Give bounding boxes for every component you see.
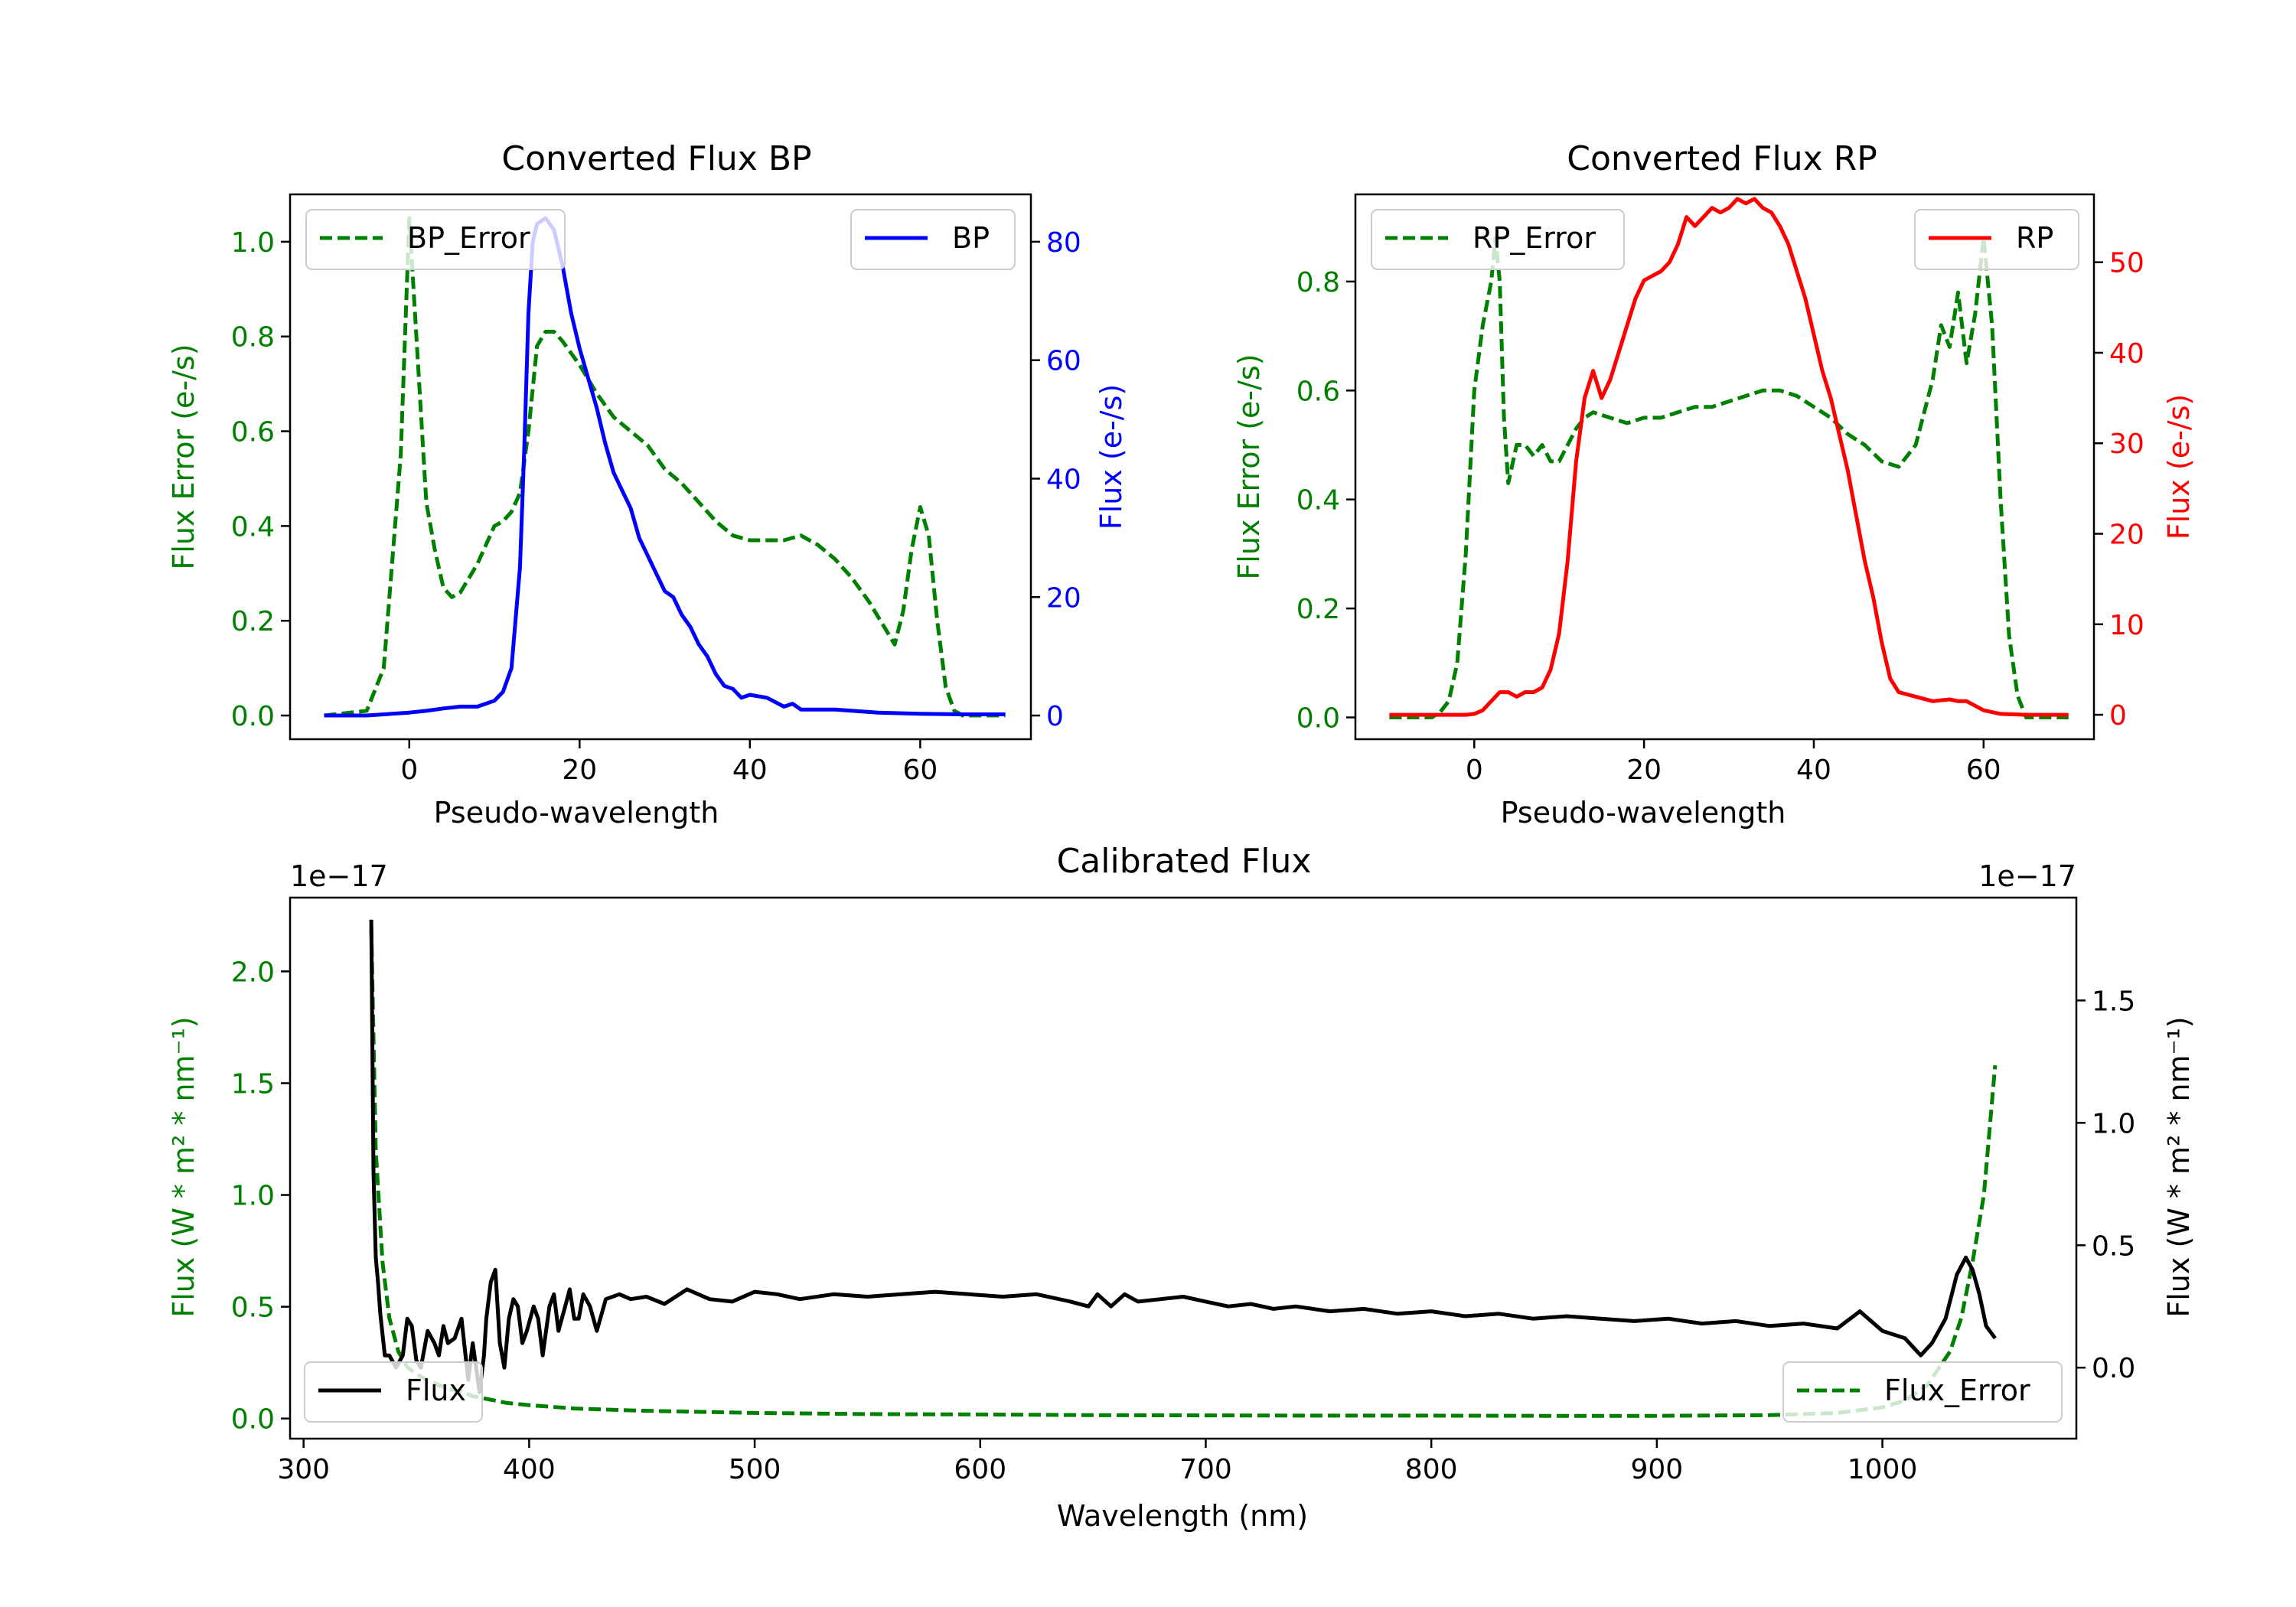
bp-series-bp-error — [324, 216, 1006, 718]
rp-series-rp — [1389, 197, 2069, 717]
rp-ylabel-left: Flux Error (e-/s) — [1232, 354, 1266, 579]
bp-y2tick-label-3: 60 — [1046, 346, 1081, 377]
rp-legend-error-label: RP_Error — [1473, 221, 1596, 255]
rp-legend-flux-label: RP — [2016, 221, 2053, 255]
rp-ytick-label-2: 0.4 — [1296, 485, 1340, 517]
cal-legend-flux-label: Flux — [406, 1374, 466, 1407]
bp-y2tick-label-0: 0 — [1046, 701, 1064, 732]
cal-xtick-label-3: 600 — [954, 1454, 1006, 1485]
cal-xtick-label-7: 1000 — [1848, 1454, 1918, 1485]
cal-y2tick-label-2: 1.0 — [2092, 1108, 2135, 1139]
bp-ylabel-right: Flux (e-/s) — [1094, 384, 1128, 530]
cal-xtick-label-2: 500 — [729, 1454, 781, 1485]
rp-title: Converted Flux RP — [1567, 139, 1877, 178]
cal-y2tick-label-0: 0.0 — [2092, 1353, 2135, 1384]
panel-cal: Calibrated Flux Wavelength (nm) Flux (W … — [167, 842, 2196, 1533]
rp-ytick-label-1: 0.2 — [1296, 594, 1340, 625]
cal-ytick-label-4: 2.0 — [231, 957, 275, 988]
cal-xtick-label-6: 900 — [1631, 1454, 1684, 1485]
rp-y2tick-label-1: 10 — [2109, 610, 2144, 641]
bp-ytick-label-2: 0.4 — [231, 511, 275, 543]
panel-bp: Converted Flux BP Pseudo-wavelength Flux… — [167, 139, 1128, 830]
cal-legend-left: Flux — [304, 1361, 483, 1423]
rp-xtick-label-3: 60 — [1966, 755, 2001, 786]
cal-xtick-label-4: 700 — [1179, 1454, 1232, 1485]
cal-legend-right: Flux_Error — [1782, 1361, 2063, 1423]
cal-xtick-label-1: 400 — [503, 1454, 556, 1485]
rp-xtick-label-0: 0 — [1466, 755, 1483, 786]
cal-offset-right: 1e−17 — [1978, 859, 2076, 893]
bp-ytick-label-3: 0.6 — [231, 417, 275, 448]
cal-series-flux — [369, 919, 1997, 1394]
bp-series-bp — [324, 216, 1006, 718]
cal-legend-left-box — [304, 1361, 483, 1423]
bp-xtick-label-2: 40 — [732, 755, 768, 786]
bp-ytick-label-5: 1.0 — [231, 227, 275, 259]
bp-legend-flux-label: BP — [952, 221, 990, 255]
bp-y2tick-label-1: 20 — [1046, 582, 1081, 614]
cal-xtick-label-5: 800 — [1405, 1454, 1458, 1485]
bp-legend-right-box — [850, 209, 1016, 270]
rp-y2tick-label-2: 20 — [2109, 520, 2144, 551]
bp-legend-error-label: BP_Error — [407, 221, 530, 255]
cal-legend-right-box — [1782, 1361, 2063, 1423]
bp-legend-right: BP — [850, 209, 1016, 270]
rp-axes-frame — [1354, 193, 2095, 741]
bp-axes-frame — [289, 193, 1032, 741]
rp-y2tick-label-5: 50 — [2109, 248, 2144, 279]
rp-legend-right-box — [1914, 209, 2079, 270]
bp-title: Converted Flux BP — [501, 139, 811, 178]
bp-ytick-label-1: 0.2 — [231, 606, 275, 637]
cal-y2tick-label-1: 0.5 — [2092, 1231, 2135, 1262]
cal-title: Calibrated Flux — [1057, 842, 1312, 881]
bp-legend-left: BP_Error — [305, 209, 566, 270]
rp-xlabel: Pseudo-wavelength — [1501, 796, 1786, 830]
rp-legend-left-box — [1371, 209, 1625, 270]
cal-ylabel-left: Flux (W * m² * nm⁻¹) — [167, 1016, 201, 1317]
rp-legend-right: RP — [1914, 209, 2079, 270]
rp-ytick-label-0: 0.0 — [1296, 703, 1340, 735]
cal-y2tick-label-3: 1.5 — [2092, 986, 2135, 1017]
bp-legend-left-box — [305, 209, 566, 270]
bp-ytick-label-4: 0.8 — [231, 322, 275, 354]
rp-ytick-label-4: 0.8 — [1296, 267, 1340, 298]
rp-y2tick-label-4: 40 — [2109, 338, 2144, 370]
cal-ytick-label-0: 0.0 — [231, 1404, 275, 1436]
cal-xtick-label-0: 300 — [277, 1454, 330, 1485]
bp-xtick-label-0: 0 — [400, 755, 418, 786]
bp-xtick-label-3: 60 — [902, 755, 938, 786]
cal-offset-left: 1e−17 — [290, 859, 388, 893]
bp-xtick-label-1: 20 — [562, 755, 597, 786]
cal-axes-frame — [289, 896, 2078, 1440]
bp-y2tick-label-2: 40 — [1046, 464, 1081, 495]
rp-ylabel-right: Flux (e-/s) — [2162, 394, 2196, 539]
rp-legend-left: RP_Error — [1371, 209, 1625, 270]
bp-ylabel-left: Flux Error (e-/s) — [167, 344, 201, 569]
cal-series-flux-error — [369, 926, 1998, 1418]
cal-ytick-label-1: 0.5 — [231, 1292, 275, 1324]
cal-xlabel: Wavelength (nm) — [1057, 1499, 1308, 1533]
cal-legend-error-label: Flux_Error — [1884, 1374, 2030, 1407]
rp-xtick-label-2: 40 — [1796, 755, 1831, 786]
rp-ytick-label-3: 0.6 — [1296, 376, 1340, 407]
cal-ytick-label-3: 1.5 — [231, 1068, 275, 1100]
bp-y2tick-label-4: 80 — [1046, 227, 1081, 259]
cal-ytick-label-2: 1.0 — [231, 1181, 275, 1212]
rp-y2tick-label-0: 0 — [2109, 700, 2127, 732]
panel-rp: Converted Flux RP Pseudo-wavelength Flux… — [1232, 139, 2196, 830]
cal-ylabel-right: Flux (W * m² * nm⁻¹) — [2162, 1016, 2196, 1317]
rp-y2tick-label-3: 30 — [2109, 429, 2144, 460]
bp-ytick-label-0: 0.0 — [231, 701, 275, 732]
bp-xlabel: Pseudo-wavelength — [434, 796, 719, 830]
rp-xtick-label-1: 20 — [1626, 755, 1662, 786]
